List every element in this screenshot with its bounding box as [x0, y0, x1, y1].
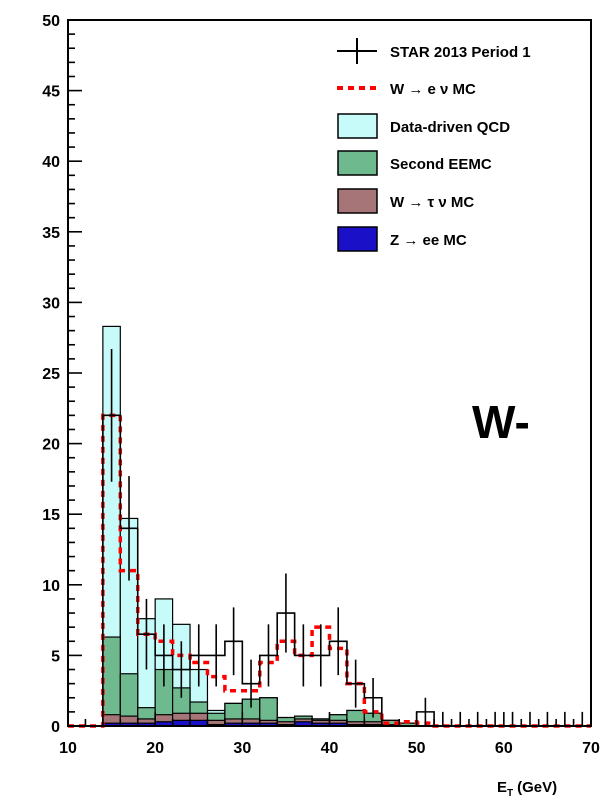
x-axis-label: ET (GeV)	[497, 779, 557, 799]
y-tick-label-35: 35	[42, 225, 60, 242]
y-tick-label-25: 25	[42, 366, 60, 383]
x-tick-label-30: 30	[233, 740, 251, 757]
y-tick-label-45: 45	[42, 84, 60, 101]
x-tick-label-60: 60	[495, 740, 513, 757]
x-tick-label-70: 70	[582, 740, 600, 757]
y-tick-label-30: 30	[42, 295, 60, 312]
y-tick-label-5: 5	[51, 648, 60, 665]
legend-1-label: W → e ν MC	[390, 81, 476, 98]
legend-4-swatch	[337, 188, 378, 214]
legend: STAR 2013 Period 1 W → e ν MC Data-driven …	[337, 38, 531, 252]
legend-3-label: Second EEMC	[390, 156, 492, 173]
legend-3-swatch	[337, 150, 378, 176]
legend-2-swatch	[337, 113, 378, 139]
y-tick-label-10: 10	[42, 578, 60, 595]
x-axis-label-sub: T	[507, 788, 513, 799]
x-axis-label-main: E	[497, 779, 507, 796]
axes: 10 20 30 40 50 60 70 0 5 10 15 20 25 30 35 40 45 50	[42, 13, 600, 757]
y-tick-label-50: 50	[42, 13, 60, 30]
bar-second-eemc-0	[102, 636, 121, 727]
x-tick-label-50: 50	[408, 740, 426, 757]
x-axis-label-unit: (GeV)	[517, 779, 557, 796]
y-tick-label-20: 20	[42, 437, 60, 454]
y-tick-label-15: 15	[42, 507, 60, 524]
legend-0-label: STAR 2013 Period 1	[390, 44, 531, 61]
x-tick-label-10: 10	[59, 740, 77, 757]
y-tick-label-0: 0	[51, 719, 60, 736]
legend-2-label: Data-driven QCD	[390, 119, 510, 136]
legend-4-label: W → τ ν MC	[390, 194, 474, 211]
legend-5-label: Z → ee MC	[390, 232, 467, 249]
legend-5-swatch	[337, 226, 378, 252]
charge-annotation: W-	[472, 396, 530, 448]
x-tick-label-40: 40	[321, 740, 339, 757]
y-tick-label-40: 40	[42, 154, 60, 171]
x-tick-label-20: 20	[146, 740, 164, 757]
